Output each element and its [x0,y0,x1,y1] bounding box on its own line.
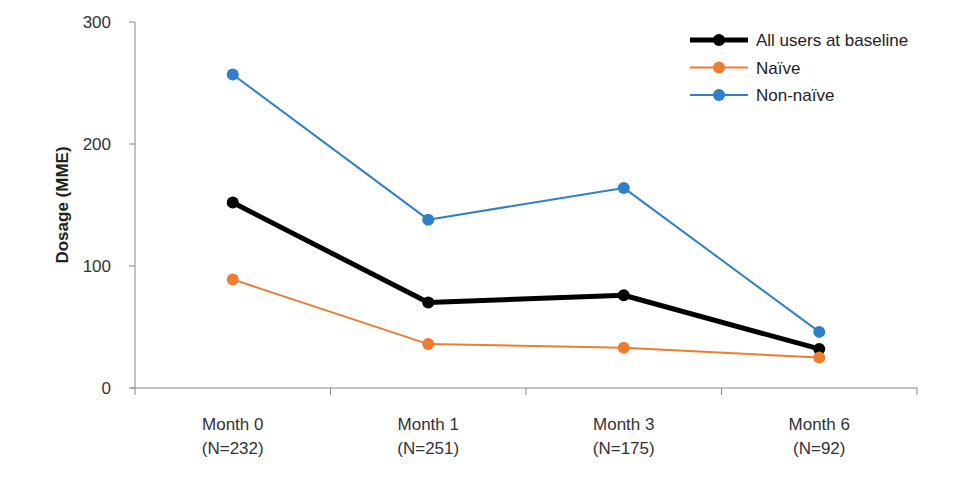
x-tick [721,388,722,395]
x-tick [917,388,918,395]
y-tick-label: 0 [102,379,111,398]
y-axis [135,22,136,388]
series-marker [618,289,630,301]
series-marker [813,326,825,338]
x-tick [135,388,136,395]
x-tick-label-line: (N=175) [593,439,655,458]
y-axis-label: Dosage (MME) [53,146,72,263]
legend-label: All users at baseline [756,31,908,50]
x-tick-label: Month 0 (N=232) [202,415,264,458]
chart: 0100200300Month 0(N=232)Month 1(N=251)Mo… [0,0,954,481]
legend-marker [713,62,725,74]
x-tick-label-line: Month 1 [398,415,459,434]
y-tick [129,144,135,145]
series-marker [227,197,239,209]
x-tick-label-line: Month 6 [789,415,850,434]
series-line [233,74,820,331]
series-marker [422,297,434,309]
x-tick [526,388,527,395]
x-axis [131,388,917,389]
series-marker [227,68,239,80]
x-tick-label: Month 6 (N=92) [789,415,850,458]
y-tick [129,22,135,23]
x-tick-label-line: Month 3 [593,415,654,434]
x-tick-label: Month 3 (N=175) [593,415,655,458]
plot-area [227,68,826,363]
x-tick-label: Month 1 (N=251) [397,415,459,458]
legend-label: Naïve [756,59,800,78]
series-marker [422,338,434,350]
x-tick-label-line: (N=232) [202,439,264,458]
x-tick-label-line: (N=92) [793,439,845,458]
series-marker [422,214,434,226]
x-tick-label-line: (N=251) [397,439,459,458]
x-tick-label-line: Month 0 [202,415,263,434]
legend-marker [713,89,725,101]
legend-marker [713,34,725,46]
y-tick-label: 100 [83,257,111,276]
series-line [233,203,820,349]
y-tick-label: 300 [83,13,111,32]
legend-label: Non-naïve [756,86,834,105]
y-tick-label: 200 [83,135,111,154]
series-marker [227,273,239,285]
y-tick [129,266,135,267]
series-marker [618,342,630,354]
series-marker [813,352,825,364]
series-marker [618,182,630,194]
x-tick [330,388,331,395]
series-line [233,279,820,357]
y-tick [129,388,135,389]
